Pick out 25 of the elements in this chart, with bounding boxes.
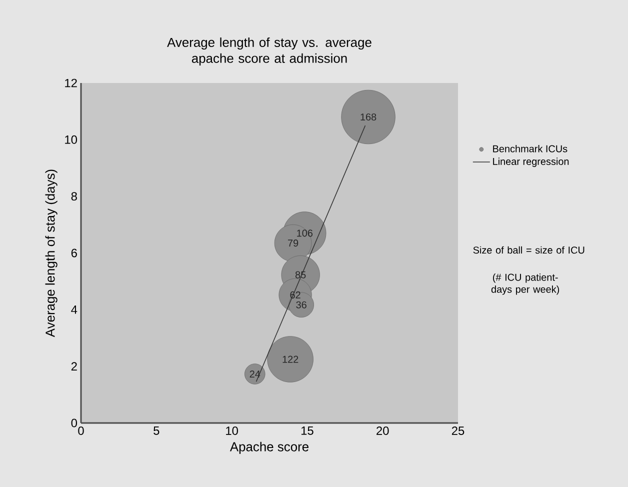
x-axis-title: Apache score xyxy=(230,442,308,454)
y-tick-label: 12 xyxy=(65,78,77,88)
y-tick-label: 2 xyxy=(71,362,77,371)
y-tick-label: 0 xyxy=(71,418,78,428)
legend-label: Linear regression xyxy=(493,158,569,167)
annotation: 168 xyxy=(360,113,376,121)
annotation: 122 xyxy=(282,356,298,363)
y-tick-label: 8 xyxy=(71,192,77,201)
x-tick-label: 10 xyxy=(226,426,238,435)
chart-title: Average length of stay vs. average apache score at admission xyxy=(167,37,372,66)
annotation: 36 xyxy=(296,301,306,308)
annotation: 106 xyxy=(297,230,313,237)
y-tick-label: 4 xyxy=(71,306,78,314)
x-tick-label: 25 xyxy=(452,426,464,435)
text: (# ICU patient-days per week) xyxy=(491,274,560,295)
x-tick-label: 5 xyxy=(154,426,160,435)
y-axis-title: Average length of stay (days) xyxy=(45,170,58,338)
x-tick-label: 15 xyxy=(301,426,314,435)
x-tick-label: 0 xyxy=(78,426,84,435)
x-tick-label: 20 xyxy=(376,426,389,435)
annotation: 79 xyxy=(288,240,298,247)
y-tick-label: 6 xyxy=(71,248,77,258)
legend-label: Benchmark ICUs xyxy=(493,144,568,152)
text: Size of ball = size of ICU xyxy=(473,246,584,254)
y-tick-label: 10 xyxy=(65,135,78,144)
